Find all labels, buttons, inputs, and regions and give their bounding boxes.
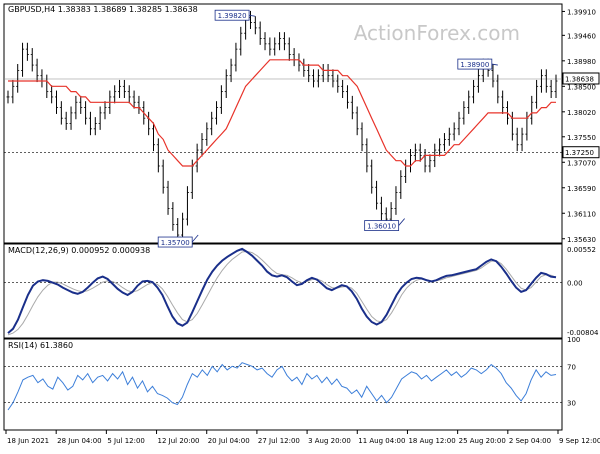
x-tick-label: 9 Sep 12:00 [559, 437, 600, 445]
annotation-leader [398, 218, 405, 226]
price-ytick-label: 1.36590 [567, 185, 596, 193]
level-price-label: 1.37250 [565, 149, 594, 157]
macd-ytick-label: 0.00 [567, 280, 583, 288]
annotation-label: 1.36010 [367, 223, 396, 231]
price-ytick-label: 1.35630 [567, 236, 596, 244]
price-ytick-label: 1.37550 [567, 134, 596, 142]
price-ytick-label: 1.39460 [567, 32, 596, 40]
annotation-label: 1.35700 [161, 239, 190, 247]
x-tick-label: 18 Aug 12:00 [408, 437, 455, 445]
rsi-panel-frame [3, 338, 563, 431]
price-ytick-label: 1.38500 [567, 83, 596, 91]
x-tick-label: 2 Sep 04:00 [509, 437, 551, 445]
moving-average-line [8, 59, 556, 167]
rsi-ytick-label: 30 [567, 400, 576, 408]
x-tick-label: 5 Jul 12:00 [107, 437, 145, 445]
watermark: ActionForex.com [354, 21, 520, 45]
x-tick-label: 27 Jul 12:00 [258, 437, 300, 445]
price-ytick-label: 1.37070 [567, 159, 596, 167]
macd-signal-line [7, 250, 557, 336]
current-price-label: 1.38638 [565, 75, 594, 83]
rsi-ytick-label: 100 [567, 336, 580, 344]
macd-ytick-label: -0.00804 [567, 329, 599, 337]
annotation-leader [249, 14, 256, 17]
price-ytick-label: 1.39910 [567, 8, 596, 16]
level-price-tag [562, 146, 600, 159]
x-tick-label: 3 Aug 20:00 [308, 437, 351, 445]
macd-header: MACD(12,26,9) 0.000952 0.000938 [8, 246, 150, 255]
rsi-ytick-label: 70 [567, 363, 576, 371]
x-tick-label: 12 Jul 20:00 [158, 437, 200, 445]
annotation-leader [191, 234, 199, 243]
price-ytick-label: 1.38020 [567, 109, 596, 117]
annotation-leader [491, 63, 498, 66]
x-tick-label: 28 Jun 04:00 [57, 437, 101, 445]
x-tick-label: 25 Aug 20:00 [459, 437, 506, 445]
macd-line [7, 247, 557, 334]
x-tick-label: 18 Jun 2021 [7, 437, 49, 445]
macd-ytick-label: 0.00552 [567, 246, 596, 254]
annotation-label: 1.39820 [218, 12, 247, 20]
price-panel-frame [3, 3, 563, 244]
price-ytick-label: 1.36110 [567, 210, 596, 218]
rsi-header: RSI(14) 61.3860 [8, 341, 73, 350]
rsi-line [7, 362, 557, 411]
current-price-tag [562, 72, 600, 85]
macd-panel-frame [3, 243, 563, 339]
price-header: GBPUSD,H4 1.38383 1.38689 1.38285 1.3863… [8, 5, 198, 14]
x-tick-label: 11 Aug 04:00 [358, 437, 405, 445]
annotation-label: 1.38900 [460, 61, 489, 69]
x-tick-label: 20 Jul 04:00 [208, 437, 250, 445]
price-ytick-label: 1.38980 [567, 58, 596, 66]
